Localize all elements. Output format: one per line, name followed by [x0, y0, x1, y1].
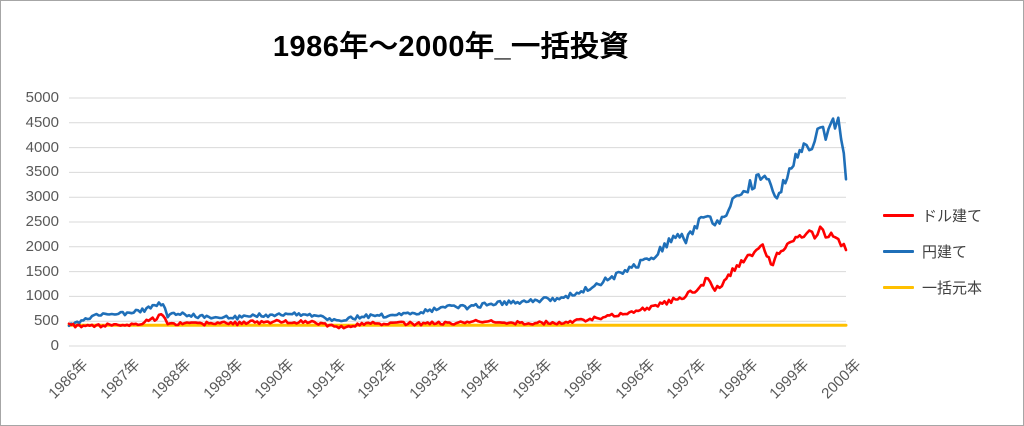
- y-tick-label: 2500: [25, 213, 59, 230]
- legend-item-principal: 一括元本: [883, 275, 982, 299]
- legend-label-yen: 円建て: [922, 243, 968, 261]
- chart-title: 1986年～2000年_一括投資: [272, 31, 630, 63]
- series-line-円建て: [67, 116, 848, 328]
- legend-label-usd: ドル建て: [922, 207, 983, 225]
- usd-line-swatch-icon: [883, 213, 914, 217]
- y-tick-label: 1500: [25, 263, 59, 280]
- series-line-ドル建て: [67, 225, 848, 330]
- yen-line-swatch-icon: [883, 249, 914, 253]
- y-tick-label: 0: [50, 337, 59, 354]
- legend-item-usd: ドル建て: [883, 203, 982, 227]
- principal-line-swatch-icon: [883, 285, 914, 289]
- legend-label-principal: 一括元本: [922, 279, 983, 297]
- y-tick-label: 5000: [25, 89, 59, 106]
- legend-item-yen: 円建て: [883, 239, 982, 263]
- y-tick-label: 500: [33, 312, 59, 329]
- y-tick-label: 3000: [25, 188, 59, 205]
- y-tick-label: 1000: [25, 287, 59, 304]
- legend: ドル建て 円建て 一括元本: [883, 203, 982, 311]
- y-tick-label: 3500: [25, 163, 59, 180]
- y-tick-label: 4000: [25, 139, 59, 156]
- y-tick-label: 4500: [25, 114, 59, 131]
- y-tick-label: 2000: [25, 238, 59, 255]
